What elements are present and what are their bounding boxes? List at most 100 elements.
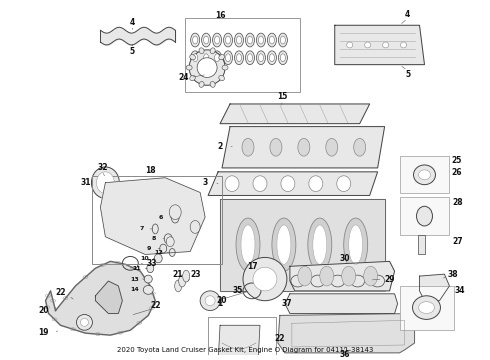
Ellipse shape: [343, 218, 368, 271]
Text: 22: 22: [150, 301, 161, 310]
Text: 14: 14: [130, 287, 139, 292]
Text: 20: 20: [38, 306, 49, 315]
Polygon shape: [220, 199, 385, 291]
Ellipse shape: [235, 51, 244, 65]
Polygon shape: [96, 281, 122, 314]
Ellipse shape: [354, 138, 366, 156]
Ellipse shape: [223, 33, 233, 47]
Polygon shape: [218, 325, 260, 360]
Ellipse shape: [418, 302, 435, 314]
Ellipse shape: [169, 205, 181, 220]
Ellipse shape: [147, 264, 154, 273]
Text: 36: 36: [340, 350, 350, 359]
Text: 9: 9: [147, 246, 151, 251]
Ellipse shape: [215, 36, 220, 44]
Ellipse shape: [225, 176, 239, 192]
Ellipse shape: [154, 254, 162, 263]
Text: 37: 37: [282, 299, 292, 308]
Ellipse shape: [236, 218, 260, 271]
Bar: [208, 318, 276, 360]
Ellipse shape: [237, 54, 242, 62]
Ellipse shape: [245, 51, 254, 65]
Circle shape: [200, 291, 220, 311]
Polygon shape: [208, 172, 378, 195]
Ellipse shape: [281, 176, 295, 192]
Ellipse shape: [201, 51, 211, 65]
Ellipse shape: [258, 36, 264, 44]
Ellipse shape: [256, 51, 266, 65]
Ellipse shape: [270, 36, 274, 44]
Ellipse shape: [92, 167, 120, 198]
Circle shape: [80, 318, 89, 326]
Ellipse shape: [179, 275, 186, 287]
Ellipse shape: [280, 54, 285, 62]
Ellipse shape: [253, 176, 267, 192]
Ellipse shape: [370, 275, 385, 287]
Ellipse shape: [237, 36, 242, 44]
Text: 13: 13: [130, 276, 139, 282]
Ellipse shape: [413, 296, 441, 319]
Ellipse shape: [204, 36, 209, 44]
Polygon shape: [100, 178, 205, 255]
Text: 38: 38: [447, 270, 458, 279]
Ellipse shape: [308, 218, 332, 271]
Text: 24: 24: [178, 73, 189, 82]
Text: 23: 23: [190, 270, 200, 279]
Ellipse shape: [418, 170, 431, 180]
Bar: [185, 18, 300, 92]
Text: 19: 19: [38, 328, 49, 337]
Ellipse shape: [186, 65, 192, 70]
Ellipse shape: [364, 266, 378, 286]
Text: 22: 22: [275, 334, 285, 343]
Text: 31: 31: [80, 178, 91, 187]
Ellipse shape: [97, 172, 114, 193]
Ellipse shape: [193, 54, 197, 62]
Circle shape: [197, 58, 217, 77]
Ellipse shape: [201, 33, 211, 47]
Ellipse shape: [365, 42, 370, 48]
Text: 7: 7: [139, 226, 144, 231]
Ellipse shape: [331, 275, 345, 287]
Ellipse shape: [219, 75, 224, 81]
Ellipse shape: [190, 75, 196, 81]
Ellipse shape: [383, 42, 389, 48]
Ellipse shape: [222, 65, 228, 70]
Text: 22: 22: [55, 288, 66, 297]
Text: 3: 3: [202, 178, 208, 187]
Ellipse shape: [309, 176, 323, 192]
Ellipse shape: [337, 176, 351, 192]
Ellipse shape: [191, 51, 199, 65]
Text: 4: 4: [130, 18, 135, 27]
Text: 12: 12: [154, 250, 163, 255]
Ellipse shape: [298, 266, 312, 286]
Bar: [399, 197, 449, 235]
Circle shape: [189, 50, 225, 85]
Ellipse shape: [190, 54, 196, 60]
Bar: [417, 235, 425, 255]
Polygon shape: [290, 261, 394, 291]
Bar: [399, 156, 449, 193]
Polygon shape: [285, 294, 397, 314]
Circle shape: [205, 296, 215, 306]
Ellipse shape: [152, 224, 158, 234]
Ellipse shape: [291, 275, 305, 287]
Ellipse shape: [215, 54, 220, 62]
Text: 2020 Toyota Land Cruiser Gasket Kit, Engine O Diagram for 04111-38143: 2020 Toyota Land Cruiser Gasket Kit, Eng…: [117, 347, 373, 353]
Ellipse shape: [143, 285, 153, 294]
Polygon shape: [335, 25, 424, 65]
Text: 4: 4: [405, 10, 410, 19]
Ellipse shape: [278, 33, 287, 47]
Ellipse shape: [313, 225, 327, 264]
Bar: [93, 176, 222, 264]
Text: 25: 25: [451, 156, 462, 165]
Text: 29: 29: [384, 275, 395, 284]
Ellipse shape: [160, 244, 167, 253]
Text: 21: 21: [172, 270, 182, 279]
Ellipse shape: [144, 275, 152, 283]
Ellipse shape: [223, 51, 233, 65]
Ellipse shape: [349, 225, 363, 264]
Text: 35: 35: [233, 286, 243, 295]
Ellipse shape: [277, 225, 291, 264]
Circle shape: [76, 315, 93, 330]
Text: 34: 34: [454, 286, 465, 295]
